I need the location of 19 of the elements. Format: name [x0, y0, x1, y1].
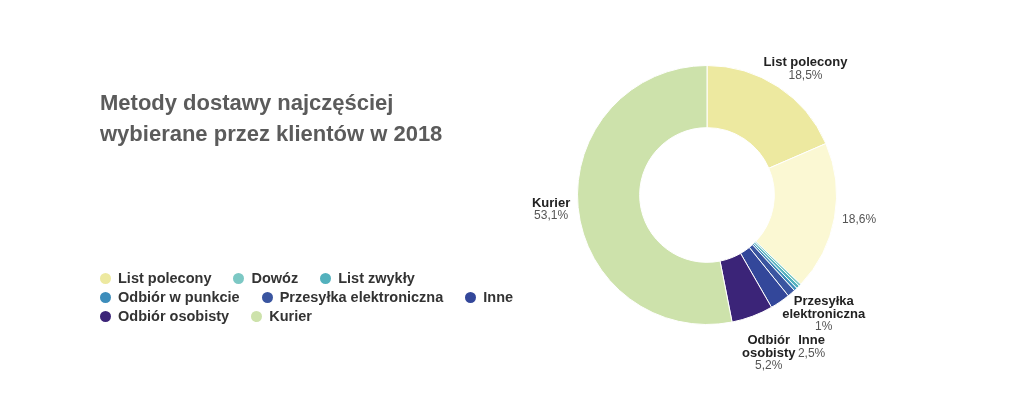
slice-label: Kurier [531, 194, 571, 210]
data-label: 53,1% [534, 207, 569, 222]
slice-label: List polecony [763, 54, 849, 70]
legend-label: Odbiór osobisty [118, 308, 230, 324]
legend-label: Inne [483, 289, 514, 305]
legend-label: Przesyłka elektroniczna [279, 289, 444, 305]
legend-label: Odbiór w punkcie [118, 289, 240, 305]
data-label: 2,5% [797, 345, 826, 360]
data-label: 5,2% [755, 358, 783, 373]
slice-label: Odbiór osobisty [742, 331, 797, 360]
slice-label: Przesyłka elektroniczna [782, 292, 867, 321]
legend-label: Kurier [269, 308, 312, 324]
legend-label: List polecony [118, 270, 212, 286]
slice-label: Inne [798, 332, 825, 348]
data-label: 18,6% [842, 212, 877, 227]
text: Metody dostawy najczęściej wybierane przez klientów w 2018 [100, 89, 444, 148]
data-label: 1% [815, 318, 833, 333]
legend-label: Dowóz [251, 270, 299, 286]
legend-label: List zwykły [338, 270, 415, 286]
